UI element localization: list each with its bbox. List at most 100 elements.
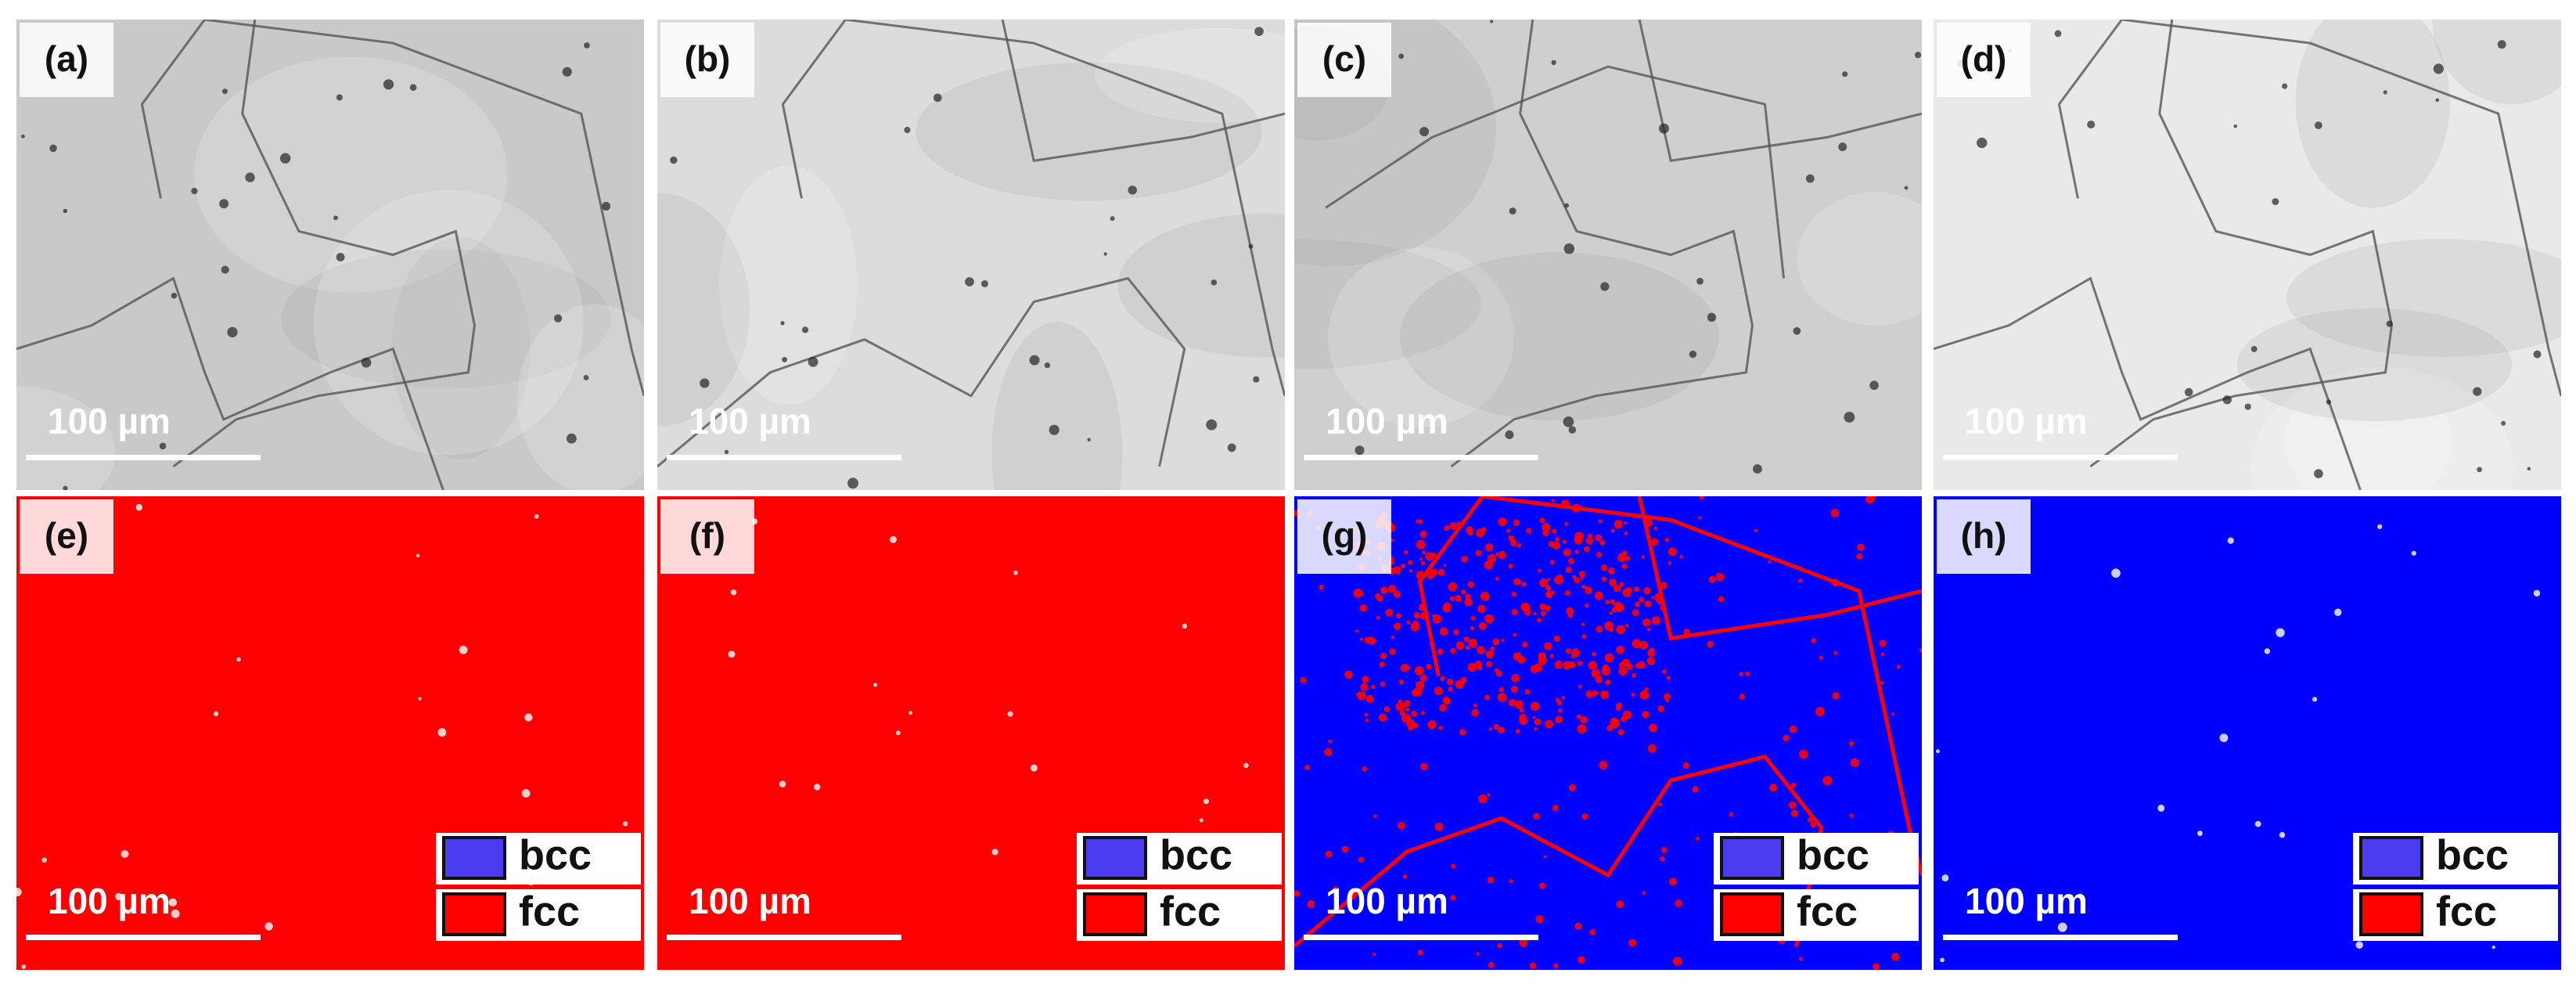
phase-speck [1437, 648, 1444, 655]
phase-speck [1509, 539, 1517, 546]
phase-speck [1665, 699, 1669, 703]
phase-speck [1397, 821, 1405, 830]
phase-speck [1520, 602, 1531, 612]
phase-speck [1646, 627, 1651, 632]
phase-speck [1591, 668, 1600, 678]
phase-speck [1403, 550, 1409, 555]
phase-speck [1421, 550, 1426, 555]
phase-speck [1595, 534, 1603, 542]
phase-speck [1364, 712, 1369, 717]
phase-speck [1601, 666, 1611, 676]
label-box [1937, 23, 2031, 97]
phase-speck [1592, 690, 1596, 694]
phase-speck [1387, 585, 1397, 593]
phase-speck [1768, 560, 1772, 564]
phase-speck [1576, 714, 1581, 719]
phase-speck [1543, 855, 1547, 859]
phase-speck [459, 645, 468, 654]
pore [1904, 186, 1909, 190]
phase-speck [623, 821, 628, 827]
phase-speck [1519, 938, 1528, 947]
phase-speck [1879, 640, 1887, 647]
phase-speck [1642, 891, 1646, 896]
phase-speck [1936, 749, 1940, 754]
legend-swatch [1720, 892, 1784, 936]
phase-speck [1443, 698, 1451, 705]
phase-speck [1511, 591, 1516, 597]
phase-speck [1534, 663, 1542, 672]
phase-speck [1545, 719, 1554, 729]
phase-speck [1549, 560, 1555, 565]
pore [2326, 399, 2332, 405]
phase-speck [1783, 734, 1790, 742]
scale-bar [1304, 455, 1538, 460]
scale-bar-label: 100 µm [48, 881, 171, 921]
phase-speck [1581, 813, 1588, 820]
phase-speck [1328, 739, 1333, 744]
phase-speck [1467, 662, 1477, 672]
phase-speck [1699, 496, 1704, 500]
phase-speck [1498, 726, 1505, 733]
legend-label: bcc [1797, 831, 1869, 878]
grain-boundary [16, 276, 444, 490]
phase-speck [1880, 680, 1884, 685]
phase-speck [1399, 710, 1405, 716]
phase-speck [1745, 671, 1750, 676]
phase-speck [1572, 575, 1577, 579]
phase-speck [1444, 525, 1450, 532]
phase-speck [1588, 661, 1598, 670]
phase-speck [1739, 672, 1744, 677]
phase-speck [1616, 900, 1624, 909]
grain-boundary [1450, 20, 1754, 468]
phase-speck [1526, 528, 1532, 534]
phase-speck [1409, 568, 1413, 573]
phase-speck [1243, 762, 1249, 769]
phase-speck [1609, 611, 1613, 615]
scale-bar-label: 100 µm [689, 881, 811, 921]
phase-speck [1822, 776, 1833, 786]
phase-boundary [1637, 496, 1922, 641]
phase-speck [1476, 952, 1480, 957]
phase-speck [1639, 640, 1649, 650]
phase-speck [1486, 793, 1491, 797]
grain-shade [1094, 27, 1285, 123]
pore [1253, 376, 1260, 383]
phase-speck [1868, 496, 1876, 500]
phase-speck [1492, 638, 1500, 646]
grain-shade [1328, 247, 1515, 427]
phase-speck [1651, 616, 1660, 625]
phase-speck [1574, 577, 1581, 584]
phase-speck [1564, 521, 1569, 526]
phase-speck [1513, 632, 1517, 637]
phase-speck [416, 553, 420, 558]
phase-speck [1360, 637, 1364, 641]
pore [1505, 430, 1514, 440]
phase-speck [1574, 532, 1585, 542]
phase-speck [1540, 611, 1546, 617]
phase-speck [1549, 654, 1554, 658]
phase-speck [1919, 648, 1922, 653]
phase-speck [1552, 542, 1560, 550]
pore [724, 449, 729, 454]
phase-speck [1493, 723, 1500, 730]
phase-speck [1476, 528, 1485, 538]
phase-speck [1596, 552, 1603, 558]
panel-image [1294, 20, 1922, 490]
panel-label: (e) [45, 515, 88, 556]
phase-speck [1624, 623, 1629, 628]
phase-speck [1419, 530, 1427, 538]
phase-speck [1643, 586, 1651, 595]
phase-speck [1524, 689, 1531, 695]
phase-speck [1566, 607, 1574, 615]
pore [1248, 243, 1254, 249]
legend-swatch [442, 836, 506, 880]
phase-speck [1516, 655, 1526, 664]
phase-speck [1508, 564, 1513, 569]
phase-speck [1614, 520, 1623, 529]
pore [782, 357, 788, 362]
pore [933, 93, 942, 103]
phase-speck [1617, 729, 1624, 736]
phase-speck [1438, 725, 1444, 730]
phase-speck [1570, 654, 1575, 659]
grain-shade [16, 386, 116, 490]
